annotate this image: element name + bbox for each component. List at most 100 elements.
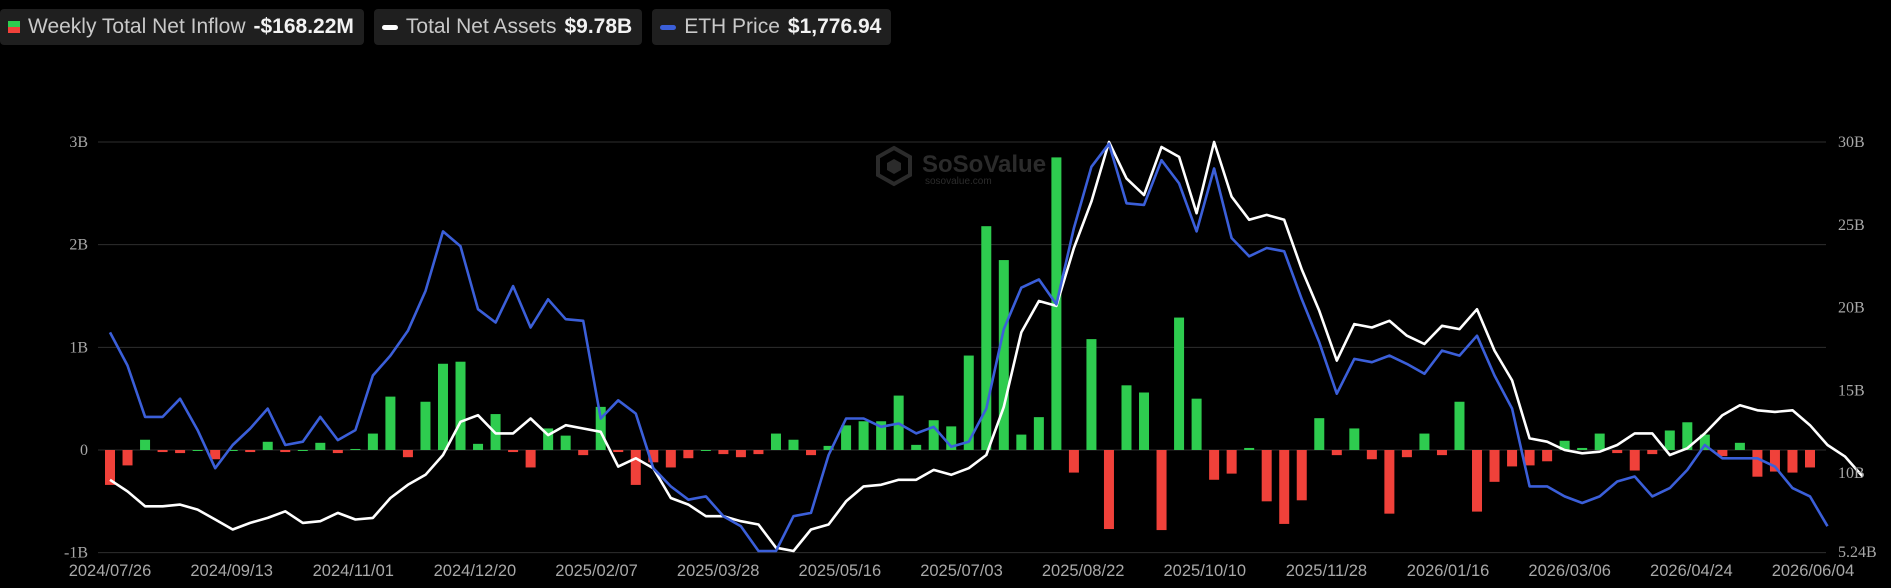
legend-bar: Weekly Total Net Inflow -$168.22M Total … bbox=[0, 8, 892, 46]
inflow-bar bbox=[1016, 434, 1027, 450]
inflow-bar bbox=[788, 439, 799, 450]
watermark-url: sosovalue.com bbox=[925, 176, 992, 187]
left-tick-label: 3B bbox=[69, 134, 88, 151]
inflow-bar bbox=[1682, 422, 1693, 450]
inflow-bar bbox=[1279, 450, 1290, 524]
inflow-bar bbox=[525, 450, 536, 468]
inflow-bar bbox=[718, 450, 729, 455]
inflow-bar bbox=[227, 450, 238, 451]
right-tick-label: 30B bbox=[1838, 134, 1865, 151]
inflow-bar bbox=[911, 444, 922, 450]
x-tick-label: 2026/04/24 bbox=[1650, 562, 1733, 580]
x-tick-label: 2025/10/10 bbox=[1163, 562, 1246, 580]
inflow-bar bbox=[1436, 450, 1447, 456]
inflow-bar bbox=[1314, 418, 1325, 450]
legend-assets-value: $9.78B bbox=[564, 15, 633, 38]
right-tick-label: 5.24B bbox=[1838, 544, 1877, 561]
right-tick-label: 10B bbox=[1838, 465, 1865, 482]
left-axis: -1B 0 1B 2B 3B bbox=[64, 134, 88, 562]
inflow-bar bbox=[543, 428, 554, 450]
inflow-bar bbox=[105, 450, 115, 485]
inflow-bar bbox=[1647, 450, 1658, 455]
series-lines bbox=[108, 140, 1864, 553]
inflow-bar bbox=[700, 450, 711, 451]
inflow-bar bbox=[963, 355, 974, 450]
watermark: SoSoValue sosovalue.com bbox=[876, 145, 1046, 187]
inflow-bar bbox=[1191, 398, 1202, 450]
inflow-bar bbox=[402, 450, 413, 458]
inflow-bar bbox=[770, 433, 781, 450]
inflow-bar bbox=[192, 450, 203, 451]
inflow-bar bbox=[1542, 450, 1553, 462]
inflow-bar bbox=[262, 441, 273, 450]
inflow-bar bbox=[1068, 450, 1079, 473]
inflow-bar bbox=[1454, 401, 1465, 450]
inflow-bar bbox=[1612, 450, 1623, 454]
eth-swatch-icon bbox=[660, 24, 677, 30]
inflow-bar bbox=[578, 450, 589, 456]
x-tick-label: 2025/03/28 bbox=[677, 562, 760, 580]
x-tick-label: 2025/02/07 bbox=[555, 562, 638, 580]
inflow-bar bbox=[1296, 450, 1307, 501]
x-tick-label: 2024/07/26 bbox=[69, 562, 152, 580]
inflow-bar bbox=[385, 396, 396, 450]
left-tick-label: 1B bbox=[69, 339, 88, 356]
inflow-bar bbox=[473, 443, 484, 450]
right-axis: 5.24B 10B 15B 20B 25B 30B bbox=[1838, 134, 1877, 561]
inflow-bar bbox=[210, 450, 221, 460]
inflow-bar bbox=[315, 442, 326, 450]
inflow-bar bbox=[437, 363, 448, 450]
x-tick-label: 2024/12/20 bbox=[434, 562, 517, 580]
inflow-bar bbox=[1419, 433, 1430, 450]
inflow-bar bbox=[841, 425, 852, 450]
inflow-swatch-icon bbox=[8, 21, 20, 33]
inflow-bar bbox=[1349, 428, 1360, 450]
x-axis: 2024/07/26 2024/09/13 2024/11/01 2024/12/20… bbox=[69, 562, 1855, 580]
legend-eth-value: $1,776.94 bbox=[787, 15, 882, 38]
inflow-bar bbox=[1805, 450, 1815, 468]
inflow-bar bbox=[876, 421, 887, 450]
inflow-bar bbox=[595, 406, 606, 450]
legend-eth-label: ETH Price bbox=[684, 15, 780, 38]
left-tick-label: -1B bbox=[64, 545, 88, 562]
legend-inflow-value: -$168.22M bbox=[253, 15, 354, 38]
inflow-bar bbox=[998, 260, 1009, 450]
x-tick-label: 2025/08/22 bbox=[1042, 562, 1125, 580]
inflow-bar bbox=[1769, 450, 1780, 472]
inflow-bar bbox=[1366, 450, 1377, 460]
left-tick-label: 0 bbox=[80, 442, 88, 459]
inflow-bar bbox=[1629, 450, 1640, 471]
inflow-bar bbox=[1226, 450, 1237, 474]
legend-inflow[interactable]: Weekly Total Net Inflow -$168.22M bbox=[0, 9, 364, 45]
inflow-bar bbox=[1103, 450, 1114, 530]
assets-swatch-icon bbox=[381, 24, 398, 30]
x-tick-label: 2024/09/13 bbox=[190, 562, 273, 580]
right-tick-label: 15B bbox=[1838, 382, 1865, 399]
inflow-bar bbox=[350, 448, 361, 450]
inflow-bar bbox=[806, 450, 817, 456]
inflow-bar bbox=[1244, 447, 1255, 450]
inflow-bar bbox=[753, 450, 764, 455]
inflow-bar bbox=[1401, 450, 1412, 458]
inflow-bar bbox=[280, 450, 291, 453]
inflow-bar bbox=[420, 401, 431, 450]
inflow-bar bbox=[1209, 450, 1220, 480]
inflow-bar bbox=[175, 450, 186, 454]
inflow-bar bbox=[1752, 450, 1763, 477]
inflow-bar bbox=[735, 450, 746, 458]
grid bbox=[98, 141, 1826, 554]
inflow-bar bbox=[613, 450, 624, 453]
legend-eth[interactable]: ETH Price $1,776.94 bbox=[652, 9, 892, 45]
inflow-bar bbox=[1717, 450, 1728, 457]
inflow-bar bbox=[1156, 450, 1167, 531]
legend-inflow-label: Weekly Total Net Inflow bbox=[28, 15, 246, 38]
legend-assets[interactable]: Total Net Assets $9.78B bbox=[373, 9, 643, 45]
inflow-bar bbox=[1507, 450, 1518, 467]
inflow-bar bbox=[1559, 440, 1570, 450]
inflow-bar bbox=[1261, 450, 1272, 502]
x-tick-label: 2025/05/16 bbox=[799, 562, 882, 580]
inflow-bar bbox=[1384, 450, 1395, 514]
inflow-bar bbox=[157, 450, 168, 453]
inflow-bar bbox=[1699, 434, 1710, 450]
